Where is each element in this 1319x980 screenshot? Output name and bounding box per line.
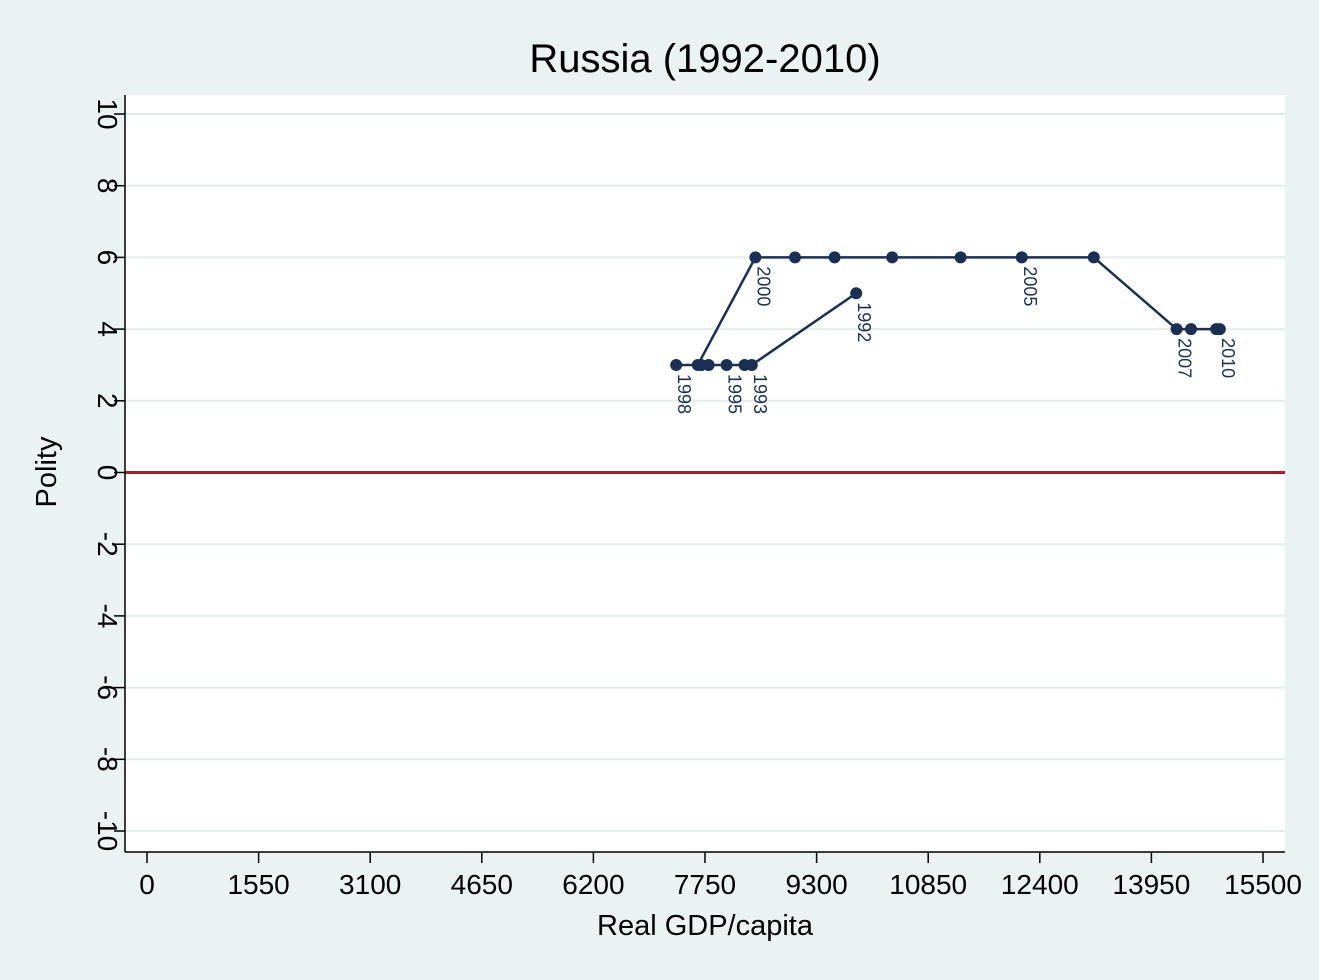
x-tick-label: 12400 bbox=[1001, 869, 1079, 900]
axes: -10 -8 -6 -4 -2 0 2 4 6 8 10 0 1550 3100 4650 6200 7750 9… bbox=[92, 95, 1302, 900]
x-tick-label: 9300 bbox=[785, 869, 847, 900]
y-tick-label: -8 bbox=[92, 747, 123, 772]
data-point bbox=[850, 287, 863, 300]
data-point bbox=[1213, 323, 1226, 336]
y-tick-label: -2 bbox=[92, 532, 123, 557]
data-point bbox=[828, 251, 841, 264]
x-axis-title: Real GDP/capita bbox=[597, 910, 814, 942]
x-tick-label: 6200 bbox=[562, 869, 624, 900]
data-point bbox=[954, 251, 967, 264]
data-point bbox=[1170, 323, 1183, 336]
chart-title: Russia (1992-2010) bbox=[529, 37, 880, 81]
x-tick-label: 0 bbox=[139, 869, 155, 900]
data-point bbox=[738, 358, 751, 371]
y-tick-label: 0 bbox=[92, 465, 123, 481]
data-point bbox=[670, 358, 683, 371]
data-point bbox=[749, 251, 762, 264]
data-point bbox=[1185, 323, 1197, 336]
point-label: 1995 bbox=[725, 374, 745, 414]
y-tick-label: 2 bbox=[92, 393, 123, 409]
x-tick-label: 3100 bbox=[339, 869, 401, 900]
y-tick-label: 8 bbox=[92, 178, 123, 194]
y-tick-label: -4 bbox=[92, 603, 123, 628]
point-label: 2005 bbox=[1020, 266, 1040, 306]
y-tick-label: 10 bbox=[92, 98, 123, 129]
data-point bbox=[691, 358, 704, 371]
y-axis-title: Polity bbox=[31, 436, 63, 507]
point-label: 2000 bbox=[753, 266, 773, 306]
point-label: 2010 bbox=[1218, 338, 1238, 378]
point-label: 1993 bbox=[750, 374, 770, 414]
data-point bbox=[1015, 251, 1028, 264]
data-point bbox=[886, 251, 899, 264]
x-tick-label: 15500 bbox=[1224, 869, 1302, 900]
x-tick-label: 10850 bbox=[889, 869, 967, 900]
x-tick-label: 1550 bbox=[227, 869, 289, 900]
data-point bbox=[720, 358, 733, 371]
data-point bbox=[1087, 251, 1100, 264]
point-label: 1998 bbox=[674, 374, 694, 414]
point-label: 1992 bbox=[854, 302, 874, 342]
x-tick-label: 4650 bbox=[451, 869, 513, 900]
y-tick-label: -6 bbox=[92, 675, 123, 700]
data-point bbox=[789, 251, 801, 264]
point-label: 2007 bbox=[1175, 338, 1195, 378]
x-tick-label: 7750 bbox=[674, 869, 736, 900]
x-tick-label: 13950 bbox=[1112, 869, 1190, 900]
y-tick-label: 4 bbox=[92, 321, 123, 337]
y-tick-label: 6 bbox=[92, 250, 123, 266]
y-tick-label: -10 bbox=[92, 811, 123, 851]
